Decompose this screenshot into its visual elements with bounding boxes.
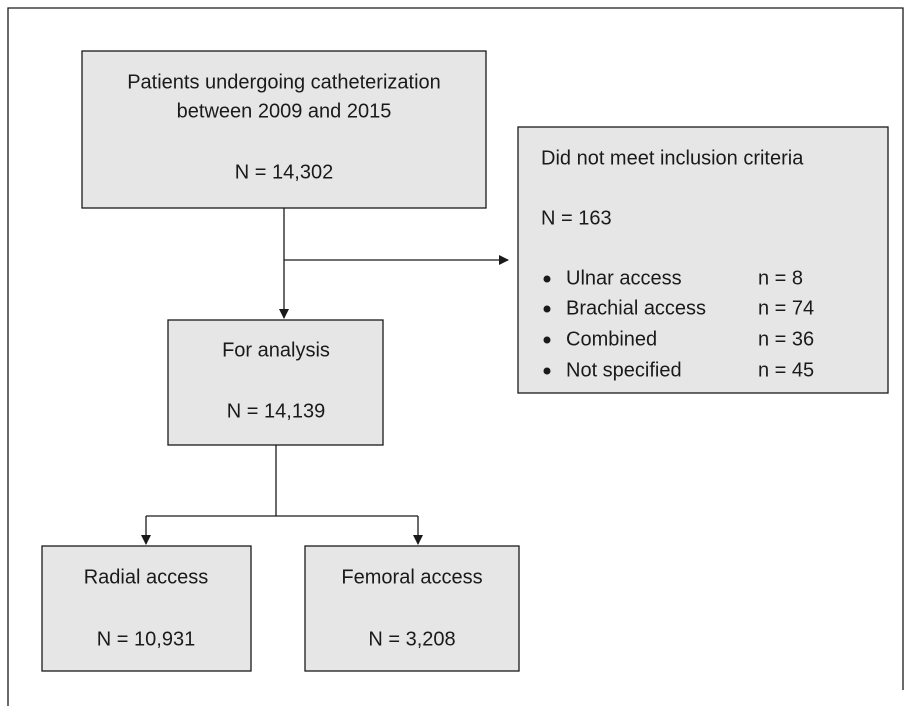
box-text: Femoral access <box>341 566 482 588</box>
item-label: Combined <box>566 328 657 350</box>
item-label: Brachial access <box>566 297 706 319</box>
bullet <box>543 305 551 313</box>
item-label: Not specified <box>566 359 682 381</box>
item-count: n = 45 <box>758 359 814 381</box>
box-text: Did not meet inclusion criteria <box>541 147 804 169</box>
bullet <box>543 336 551 344</box>
exclusion-list: Ulnar access n = 8 Brachial access n = 7… <box>543 267 814 381</box>
bullet <box>543 367 551 375</box>
box-text: Patients undergoing catheterization <box>127 71 441 93</box>
box-count: N = 10,931 <box>97 628 195 650</box>
frame <box>7 7 904 706</box>
item-count: n = 36 <box>758 328 814 350</box>
box-text: between 2009 and 2015 <box>177 100 392 122</box>
bullet <box>543 275 551 283</box>
box-text: For analysis <box>222 339 330 361</box>
box <box>167 319 384 446</box>
box <box>517 126 889 394</box>
box-count: N = 163 <box>541 207 612 229</box>
box-text: Radial access <box>84 566 209 588</box>
box <box>304 545 520 672</box>
box-count: N = 14,139 <box>227 400 325 422</box>
box <box>81 50 487 209</box>
item-label: Ulnar access <box>566 267 682 289</box>
item-count: n = 8 <box>758 267 803 289</box>
box-count: N = 14,302 <box>235 161 333 183</box>
box-count: N = 3,208 <box>368 628 455 650</box>
item-count: n = 74 <box>758 297 814 319</box>
box <box>41 545 252 672</box>
